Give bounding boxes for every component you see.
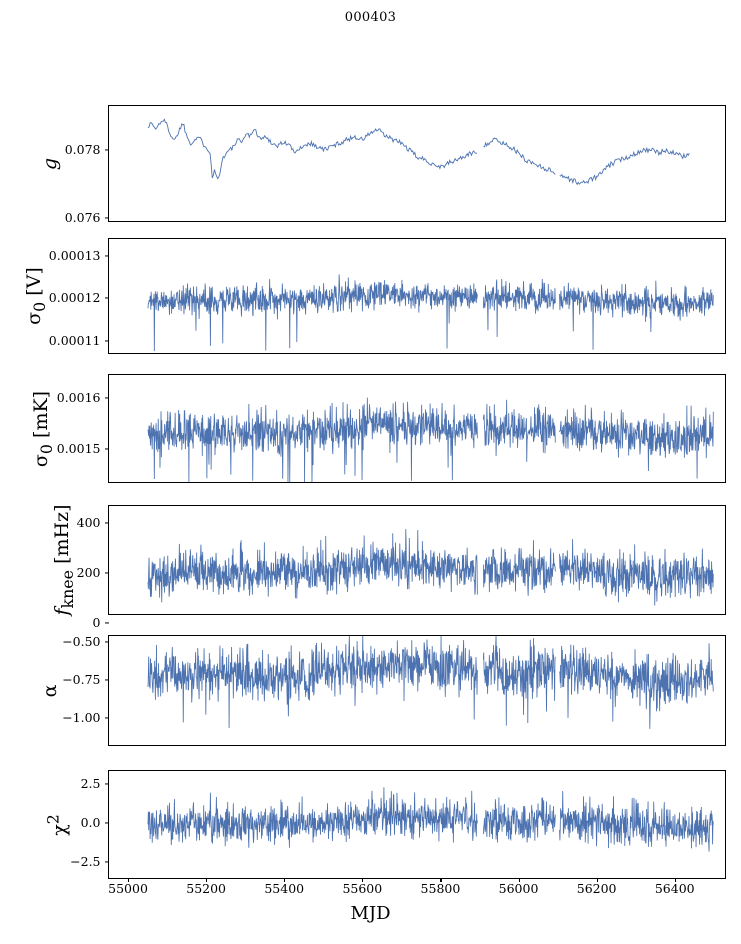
x-tick-mark-3 (362, 878, 364, 882)
plot-panel-gain (108, 105, 726, 222)
y-tick-label-alpha-0: −0.50 (62, 633, 101, 649)
x-tick-label-3: 55600 (342, 881, 383, 896)
y-tick-label-chi_squared-1: 0.0 (80, 814, 101, 830)
figure-title: 000403 (344, 10, 397, 25)
y-tick-mark-f_knee-1 (104, 572, 109, 574)
y-tick-mark-alpha-0 (104, 641, 109, 643)
y-tick-label-f_knee-1: 200 (76, 564, 101, 580)
y-axis-label-f_knee: fknee [mHz] (50, 504, 77, 616)
y-tick-mark-sigma0_volts-0 (104, 340, 109, 342)
x-tick-label-1: 55200 (186, 881, 227, 896)
y-tick-mark-gain-1 (104, 149, 109, 151)
plot-panel-f_knee (108, 505, 726, 615)
y-tick-mark-sigma0_mk-0 (104, 448, 109, 450)
y-tick-mark-f_knee-0 (104, 622, 109, 624)
x-tick-mark-1 (206, 878, 208, 882)
y-tick-mark-alpha-2 (104, 717, 109, 719)
plot-panel-sigma0_volts (108, 238, 726, 354)
y-tick-mark-sigma0_volts-2 (104, 254, 109, 257)
y-tick-label-gain-0: 0.076 (64, 209, 101, 225)
y-tick-mark-f_knee-2 (104, 522, 109, 524)
plot-panel-chi_squared (108, 770, 726, 879)
x-tick-mark-2 (284, 878, 286, 882)
y-axis-label-alpha: α (38, 684, 61, 697)
series-noise-sigma0_mk (148, 398, 713, 482)
y-tick-mark-chi_squared-0 (104, 860, 109, 863)
y-tick-mark-sigma0_volts-1 (104, 297, 109, 299)
x-tick-mark-0 (128, 878, 130, 882)
y-tick-label-f_knee-0: 0 (92, 615, 101, 631)
y-tick-label-alpha-1: −0.75 (62, 671, 101, 687)
plot-panel-alpha (108, 635, 726, 746)
y-tick-label-f_knee-2: 400 (76, 514, 101, 530)
x-tick-mark-6 (596, 878, 598, 882)
x-tick-label-7: 56400 (654, 881, 695, 896)
y-tick-mark-chi_squared-2 (104, 783, 109, 785)
x-tick-label-2: 55400 (264, 881, 305, 896)
y-tick-label-chi_squared-0: −2.5 (70, 853, 101, 869)
plot-panel-sigma0_mk (108, 374, 726, 483)
y-axis-label-chi_squared: χ2 (42, 813, 71, 836)
x-tick-label-6: 56200 (576, 881, 617, 896)
x-tick-label-4: 55800 (420, 881, 461, 896)
x-tick-mark-5 (518, 878, 520, 882)
y-tick-label-chi_squared-2: 2.5 (80, 776, 101, 792)
series-line-gain (148, 119, 689, 184)
y-tick-label-sigma0_mk-1: 0.0016 (56, 389, 101, 405)
x-tick-mark-4 (440, 878, 442, 882)
y-tick-mark-gain-0 (104, 217, 109, 219)
y-tick-mark-alpha-1 (104, 679, 109, 681)
x-axis-label: MJD (350, 903, 391, 924)
series-noise-sigma0_volts (148, 274, 713, 351)
x-tick-label-5: 56000 (498, 881, 539, 896)
series-noise-alpha (148, 636, 713, 729)
y-tick-label-gain-1: 0.078 (64, 141, 101, 157)
series-noise-f_knee (148, 529, 713, 605)
y-tick-mark-sigma0_mk-1 (104, 397, 109, 399)
y-axis-label-sigma0_mk: σ0 [mK] (29, 390, 56, 467)
y-axis-label-sigma0_volts: σ0 [V] (22, 267, 49, 325)
y-tick-label-sigma0_mk-0: 0.0015 (56, 440, 101, 456)
series-noise-chi_squared (148, 787, 713, 851)
x-tick-label-0: 55000 (108, 881, 148, 896)
y-tick-label-sigma0_volts-0: 0.00011 (48, 332, 101, 348)
y-tick-label-sigma0_volts-1: 0.00012 (48, 289, 101, 305)
y-tick-mark-chi_squared-1 (104, 822, 109, 824)
x-tick-mark-7 (674, 878, 676, 882)
y-axis-label-gain: g (38, 157, 61, 170)
y-tick-label-alpha-2: −1.00 (62, 709, 101, 725)
y-tick-label-sigma0_volts-2: 0.00013 (48, 247, 101, 263)
